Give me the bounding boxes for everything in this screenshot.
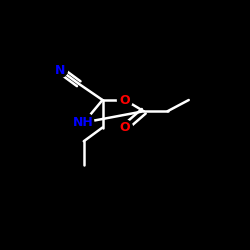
Text: O: O [120, 121, 130, 134]
Circle shape [52, 62, 68, 78]
Text: NH: NH [74, 116, 94, 129]
Circle shape [118, 92, 132, 108]
Text: O: O [120, 94, 130, 106]
Circle shape [74, 112, 94, 132]
Text: N: N [55, 64, 65, 76]
Circle shape [118, 120, 132, 135]
